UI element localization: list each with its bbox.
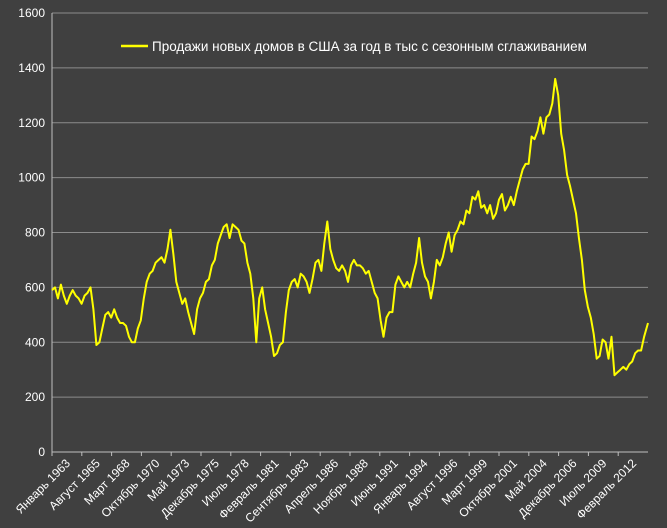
y-tick-label: 1200: [18, 116, 45, 130]
y-tick-label: 800: [25, 226, 45, 240]
y-tick-label: 400: [25, 335, 45, 349]
legend-label: Продажи новых домов в США за год в тыс с…: [152, 39, 587, 54]
y-tick-label: 1000: [18, 171, 45, 185]
y-axis: 0 200 400 600 800 1000 1200 1400 1600: [18, 6, 53, 459]
series-line-0: [51, 77, 649, 377]
legend: Продажи новых домов в США за год в тыс с…: [121, 39, 587, 54]
y-tick-label: 200: [25, 390, 45, 404]
y-tick-label: 1400: [18, 61, 45, 75]
gridlines: [52, 12, 648, 398]
plot-area: [51, 77, 649, 377]
y-tick-label: 0: [38, 445, 45, 459]
y-tick-label: 600: [25, 280, 45, 294]
y-tick-label: 1600: [18, 6, 45, 20]
